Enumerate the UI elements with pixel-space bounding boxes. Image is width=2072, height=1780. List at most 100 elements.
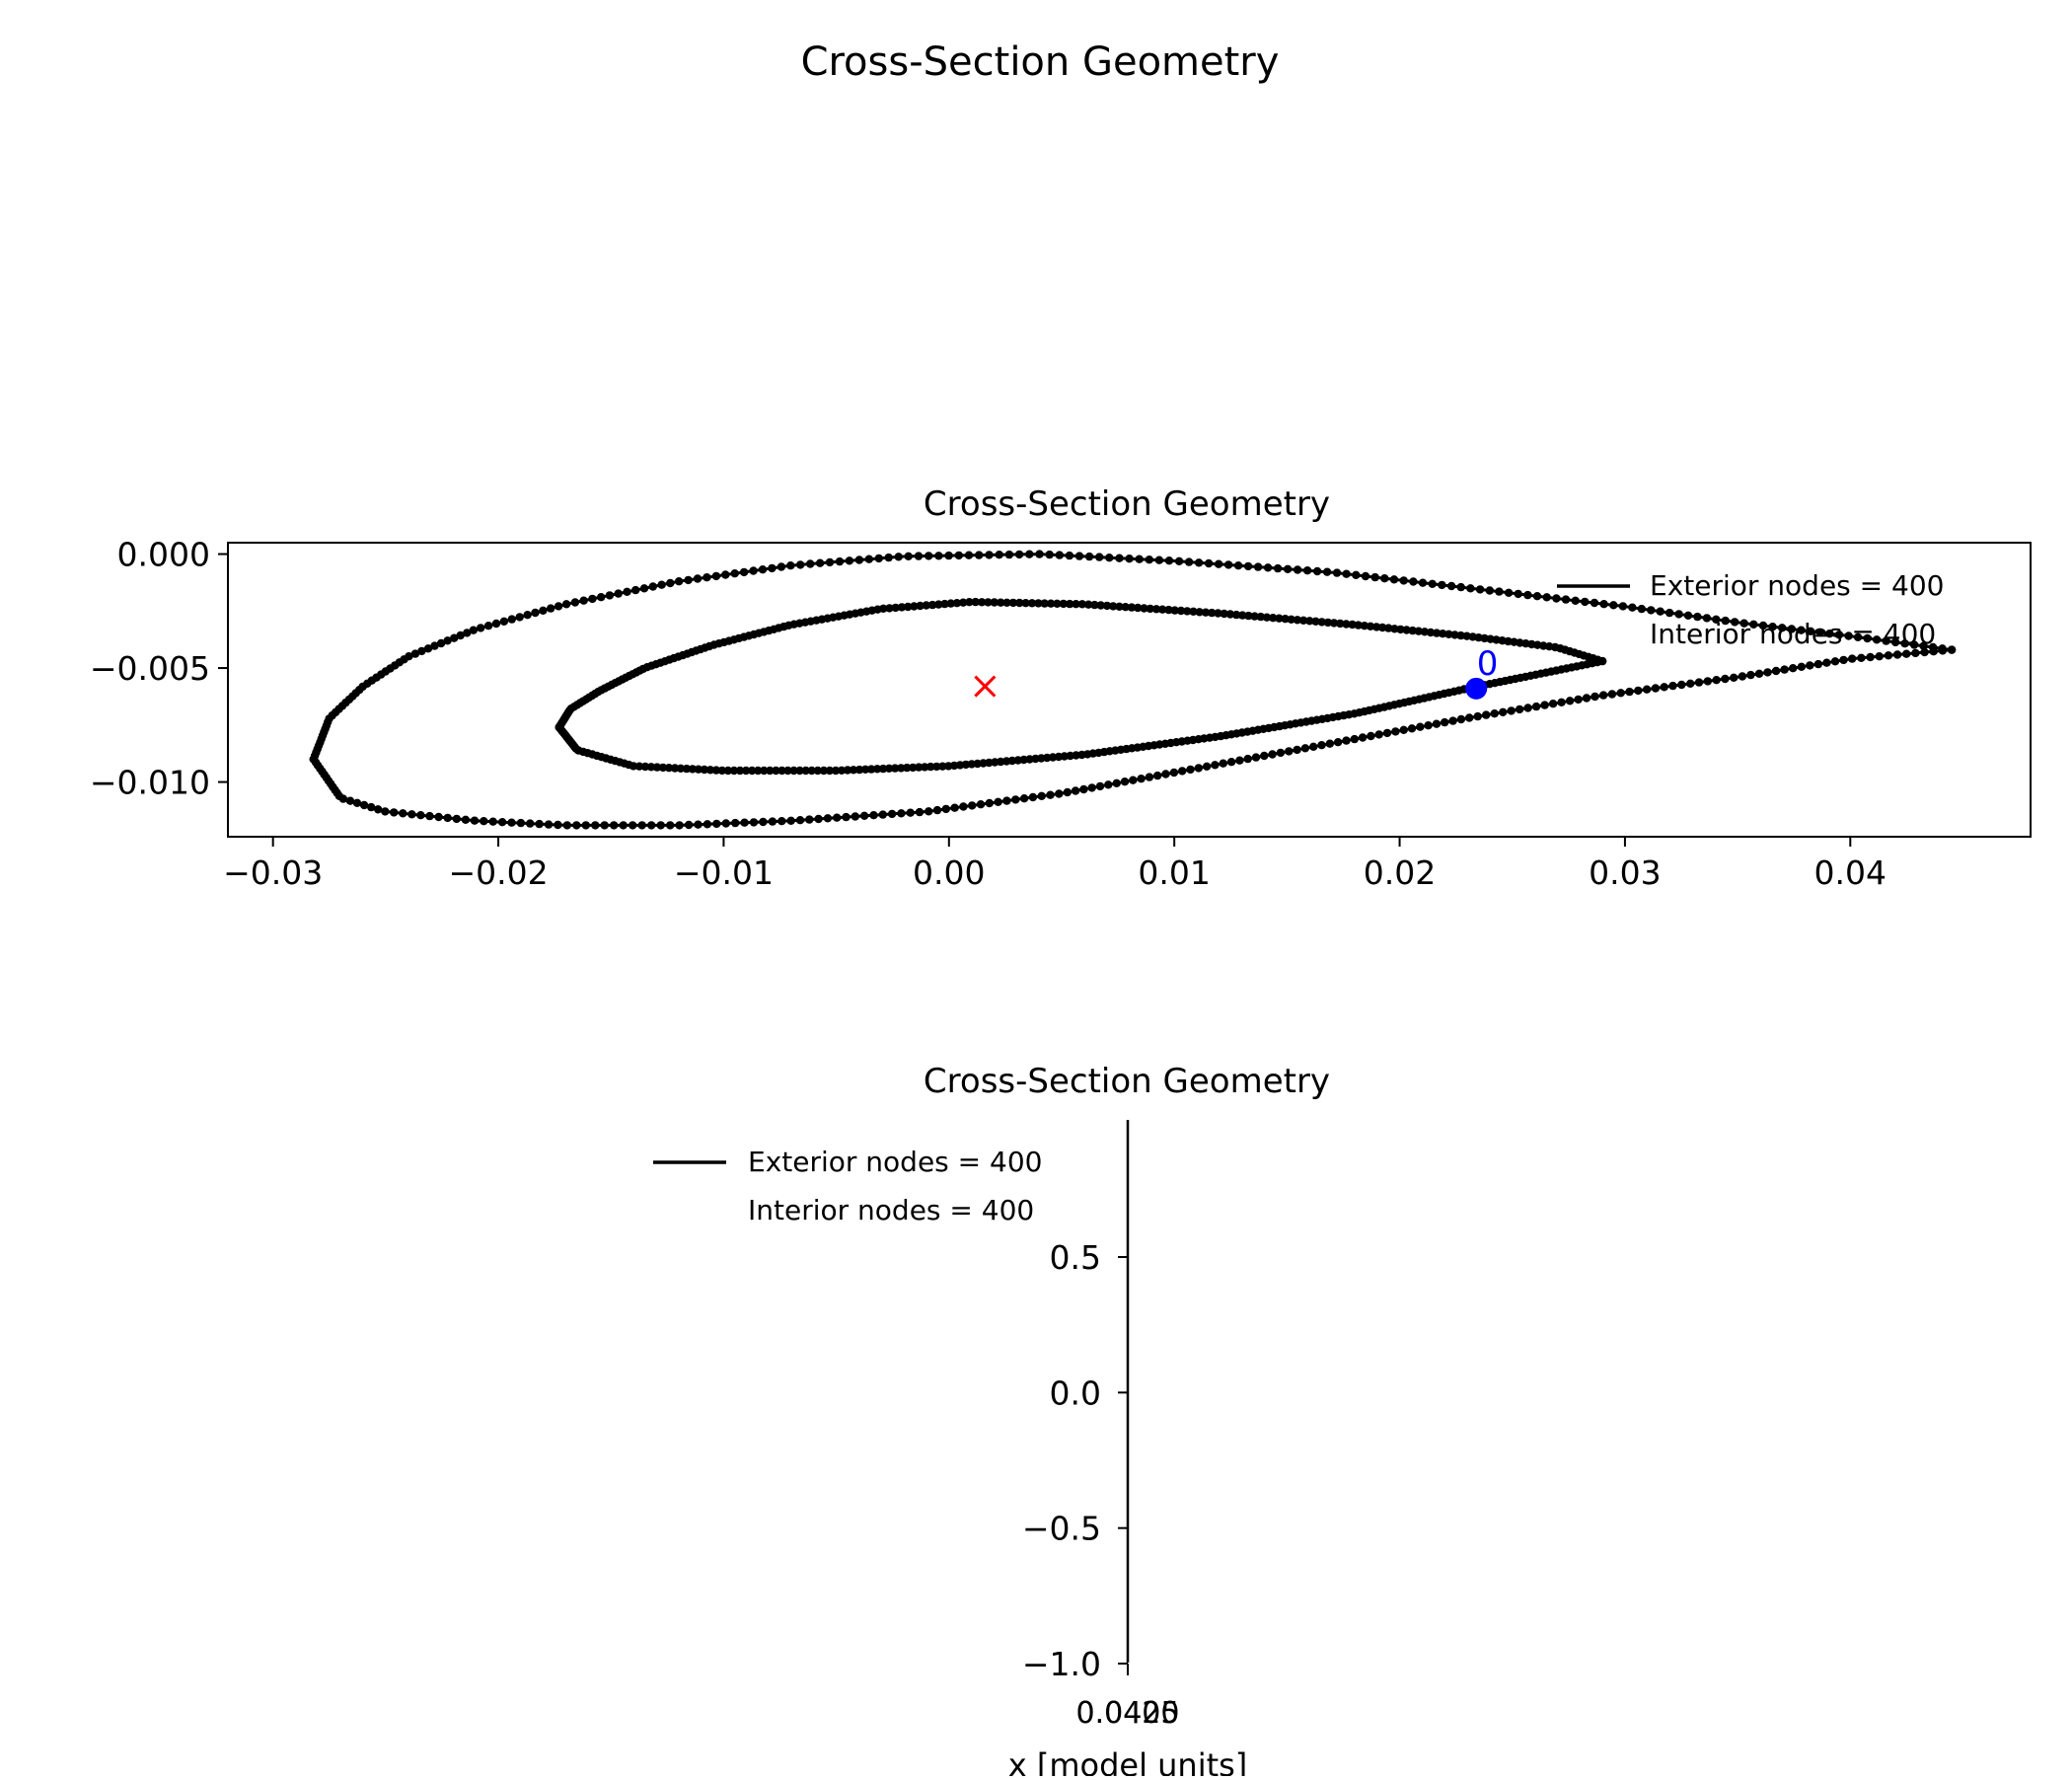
interior-node (1015, 598, 1024, 608)
exterior-node (941, 804, 950, 814)
exterior-node (859, 811, 869, 820)
exterior-node (925, 552, 933, 560)
interior-node (807, 766, 816, 776)
exterior-node (1014, 550, 1024, 559)
exterior-node (416, 811, 425, 820)
interior-node (854, 765, 864, 775)
exterior-node (561, 600, 571, 609)
exterior-node (399, 809, 407, 818)
exterior-node (1834, 630, 1844, 639)
exterior-node (1787, 625, 1797, 633)
exterior-node (1424, 721, 1433, 730)
exterior-node (674, 577, 684, 586)
exterior-node (1590, 598, 1599, 608)
exterior-node (1084, 552, 1094, 561)
interior-node (1195, 608, 1204, 617)
exterior-node (731, 818, 740, 828)
interior-node (1426, 628, 1436, 637)
interior-node (1090, 600, 1099, 610)
exterior-node (1428, 579, 1437, 588)
exterior-node (507, 818, 516, 827)
exterior-node (1571, 596, 1580, 605)
interior-node (1158, 605, 1167, 614)
exterior-node (1712, 676, 1721, 685)
exterior-node (309, 755, 318, 764)
bottom-plot: Cross-Section Geometry 0.5 0.0 −0.5 −1.0 0.… (653, 1062, 1330, 1780)
interior-node (760, 766, 769, 776)
interior-node (1305, 617, 1314, 626)
interior-node (1238, 611, 1247, 620)
exterior-node (1647, 606, 1656, 615)
exterior-node (483, 622, 493, 630)
exterior-node (914, 552, 924, 560)
interior-node (1262, 613, 1272, 622)
interior-node (878, 764, 888, 774)
exterior-node (1634, 686, 1643, 696)
interior-node (1109, 602, 1118, 611)
exterior-node (410, 649, 420, 658)
exterior-node (1342, 569, 1351, 578)
interior-node (688, 765, 698, 774)
exterior-node (1309, 742, 1318, 751)
interior-node (717, 766, 727, 776)
exterior-node (1857, 653, 1866, 662)
exterior-node (1268, 750, 1277, 759)
exterior-node (806, 559, 815, 568)
interior-node (1183, 607, 1192, 616)
exterior-node (1071, 786, 1080, 795)
exterior-node (675, 821, 684, 830)
exterior-node (1768, 623, 1777, 631)
exterior-node (693, 574, 703, 583)
exterior-node (1806, 627, 1815, 635)
interior-node (910, 602, 919, 611)
exterior-node (1300, 744, 1310, 753)
figure-suptitle: Cross-Section Geometry (801, 39, 1280, 85)
exterior-node (950, 803, 959, 812)
exterior-node (1466, 584, 1475, 593)
exterior-node (1656, 607, 1665, 616)
exterior-node (869, 811, 878, 820)
interior-node (1084, 600, 1093, 609)
exterior-node (1332, 568, 1342, 577)
exterior-node (845, 556, 854, 565)
exterior-node (499, 617, 509, 626)
interior-node (977, 598, 987, 607)
exterior-node (488, 817, 497, 826)
interior-node (1208, 608, 1217, 618)
exterior-node (985, 798, 994, 808)
exterior-node (1825, 630, 1834, 638)
exterior-node (1194, 558, 1204, 567)
exterior-node (1668, 681, 1677, 691)
exterior-node (739, 567, 749, 577)
exterior-node (637, 821, 646, 830)
interior-node (1311, 617, 1320, 626)
exterior-node (1204, 558, 1214, 568)
exterior-node (985, 551, 994, 559)
exterior-node (1174, 556, 1184, 565)
exterior-node (656, 821, 665, 830)
interior-node (754, 766, 763, 776)
interior-node (1293, 616, 1302, 625)
interior-node (1102, 601, 1112, 611)
bottom-legend-exterior-label: Exterior nodes = 400 (748, 1146, 1042, 1178)
exterior-node (759, 817, 768, 827)
exterior-node (1872, 635, 1882, 644)
interior-node (944, 762, 953, 771)
exterior-node (1025, 550, 1034, 558)
exterior-node (1416, 722, 1425, 731)
exterior-node (1322, 567, 1332, 576)
exterior-node (703, 820, 712, 829)
interior-node (1317, 618, 1326, 627)
exterior-node (851, 812, 859, 821)
exterior-node (954, 551, 963, 560)
exterior-node (1721, 674, 1730, 684)
exterior-node (1456, 714, 1466, 724)
exterior-node (1607, 690, 1617, 699)
exterior-node (1055, 789, 1064, 798)
interior-node (1164, 605, 1173, 615)
exterior-node (367, 802, 376, 812)
exterior-node (647, 821, 656, 830)
interior-node (1342, 620, 1351, 629)
x-tick-label: −0.01 (674, 853, 774, 892)
